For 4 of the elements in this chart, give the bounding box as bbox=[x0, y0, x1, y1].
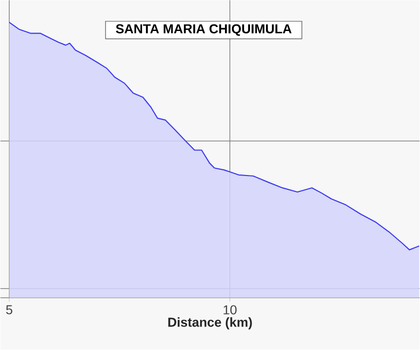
x-tick-label: 10 bbox=[224, 305, 237, 315]
x-axis-title: Distance (km) bbox=[168, 317, 252, 330]
x-tick-label: 5 bbox=[6, 305, 12, 314]
chart-title: SANTA MARIA CHIQUIMULA bbox=[116, 24, 292, 36]
